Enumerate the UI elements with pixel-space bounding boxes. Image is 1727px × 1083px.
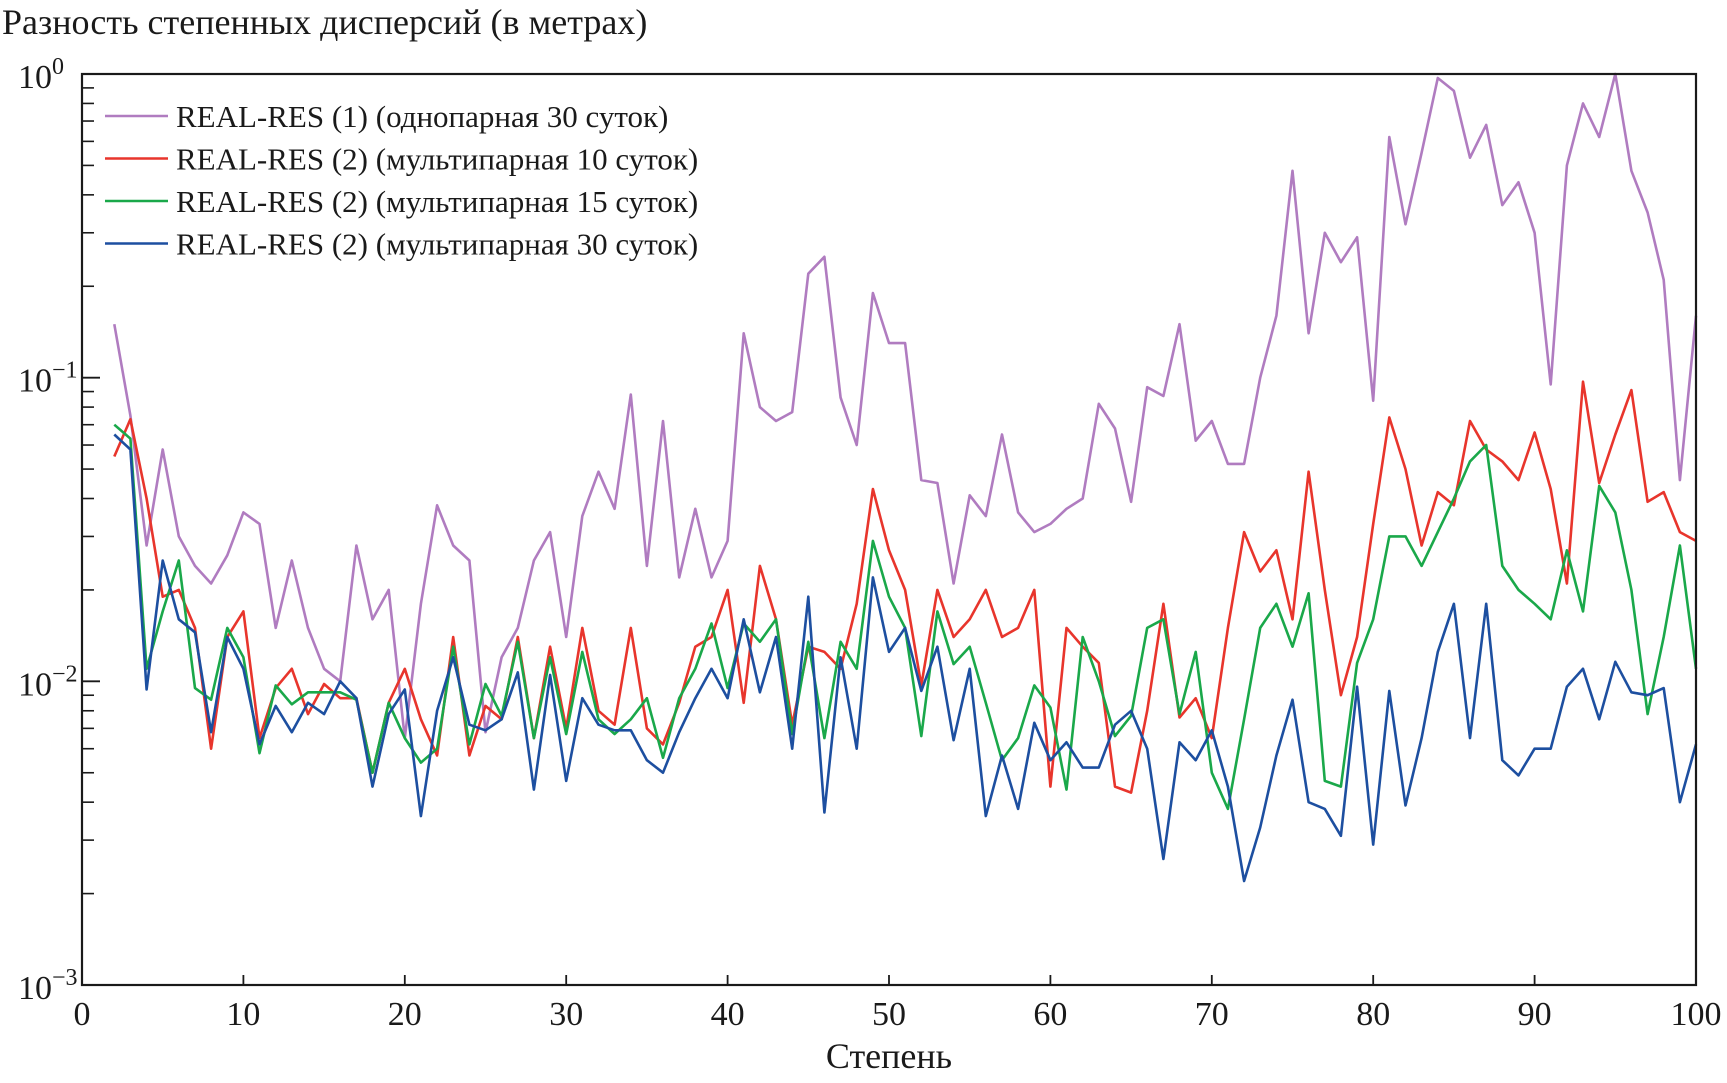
series-line-4 — [113, 433, 1698, 883]
legend-label-3: REAL-RES (2) (мультипарная 15 суток) — [176, 184, 698, 219]
y-tick-base: 10 — [18, 970, 52, 1007]
legend-label-4: REAL-RES (2) (мультипарная 30 суток) — [176, 227, 698, 262]
y-tick-exponent: 0 — [52, 54, 64, 80]
series-line-1 — [113, 72, 1698, 740]
y-tick-label: 100 — [18, 54, 64, 96]
x-tick-label: 40 — [711, 996, 745, 1033]
x-tick-label: 30 — [549, 996, 583, 1033]
x-tick-label: 70 — [1195, 996, 1229, 1033]
x-tick-label: 80 — [1356, 996, 1390, 1033]
legend-label-1: REAL-RES (1) (однопарная 30 суток) — [176, 99, 668, 134]
y-tick-label: 10−3 — [18, 965, 78, 1007]
x-tick-label: 50 — [872, 996, 906, 1033]
x-tick-label: 10 — [226, 996, 260, 1033]
chart-title: Разность степенных дисперсий (в метрах) — [2, 2, 647, 42]
y-tick-exponent: −2 — [52, 661, 78, 687]
y-tick-base: 10 — [18, 59, 52, 96]
series-lines — [113, 72, 1698, 883]
y-tick-base: 10 — [18, 363, 52, 400]
y-tick-base: 10 — [18, 666, 52, 703]
y-tick-exponent: −1 — [52, 358, 78, 384]
x-tick-label: 0 — [74, 996, 91, 1033]
x-tick-label: 90 — [1518, 996, 1552, 1033]
x-tick-label: 20 — [388, 996, 422, 1033]
legend-label-2: REAL-RES (2) (мультипарная 10 суток) — [176, 142, 698, 177]
y-tick-label: 10−1 — [18, 358, 78, 400]
y-tick-exponent: −3 — [52, 965, 78, 991]
legend: REAL-RES (1) (однопарная 30 суток) REAL-R… — [105, 99, 698, 262]
x-tick-label: 60 — [1033, 996, 1067, 1033]
x-axis-label: Степень — [826, 1036, 952, 1076]
x-tick-label: 100 — [1671, 996, 1722, 1033]
y-tick-label: 10−2 — [18, 661, 78, 703]
